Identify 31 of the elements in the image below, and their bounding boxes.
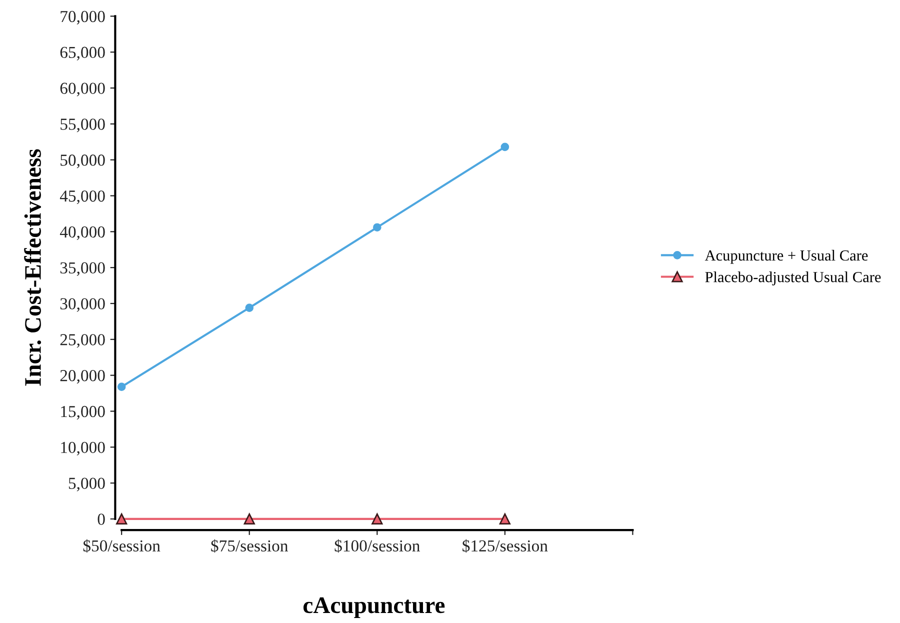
y-tick-label: 65,000 (60, 46, 105, 60)
point (372, 223, 382, 232)
point (500, 142, 510, 152)
x-tick-label: $100/session (334, 539, 420, 553)
legend-label: Acupuncture + Usual Care (704, 250, 868, 264)
x-tick-label: $75/session (211, 539, 288, 553)
point (499, 513, 510, 525)
y-tick-label: 45,000 (60, 190, 105, 204)
y-tick-label: 30,000 (60, 298, 105, 312)
point (244, 513, 255, 525)
y-tick-label: 0 (98, 514, 105, 525)
y-tick-label: 5,000 (68, 478, 105, 492)
y-axis-title: Incr. Cost-Effectiveness (24, 149, 42, 386)
y-tick-label: 10,000 (61, 442, 105, 456)
legend-label: Placebo-adjusted Usual Care (705, 271, 881, 286)
y-tick-label: 40,000 (60, 226, 105, 240)
y-tick-label: 60,000 (60, 82, 105, 96)
point (245, 304, 254, 312)
point (372, 513, 383, 525)
y-tick-label: 50,000 (60, 154, 105, 168)
x-axis-title: cAcupuncture (303, 597, 445, 618)
point (117, 382, 126, 391)
y-tick-label: 35,000 (60, 262, 105, 276)
y-tick-label: 15,000 (61, 406, 105, 420)
point (116, 513, 128, 525)
y-tick-label: 70,000 (60, 10, 105, 25)
x-tick-label: $125/session (462, 539, 548, 553)
y-tick-label: 25,000 (60, 334, 105, 348)
x-tick-label: $50/session (83, 539, 160, 553)
y-tick-label: 55,000 (60, 118, 105, 132)
y-tick-label: 20,000 (60, 370, 105, 384)
